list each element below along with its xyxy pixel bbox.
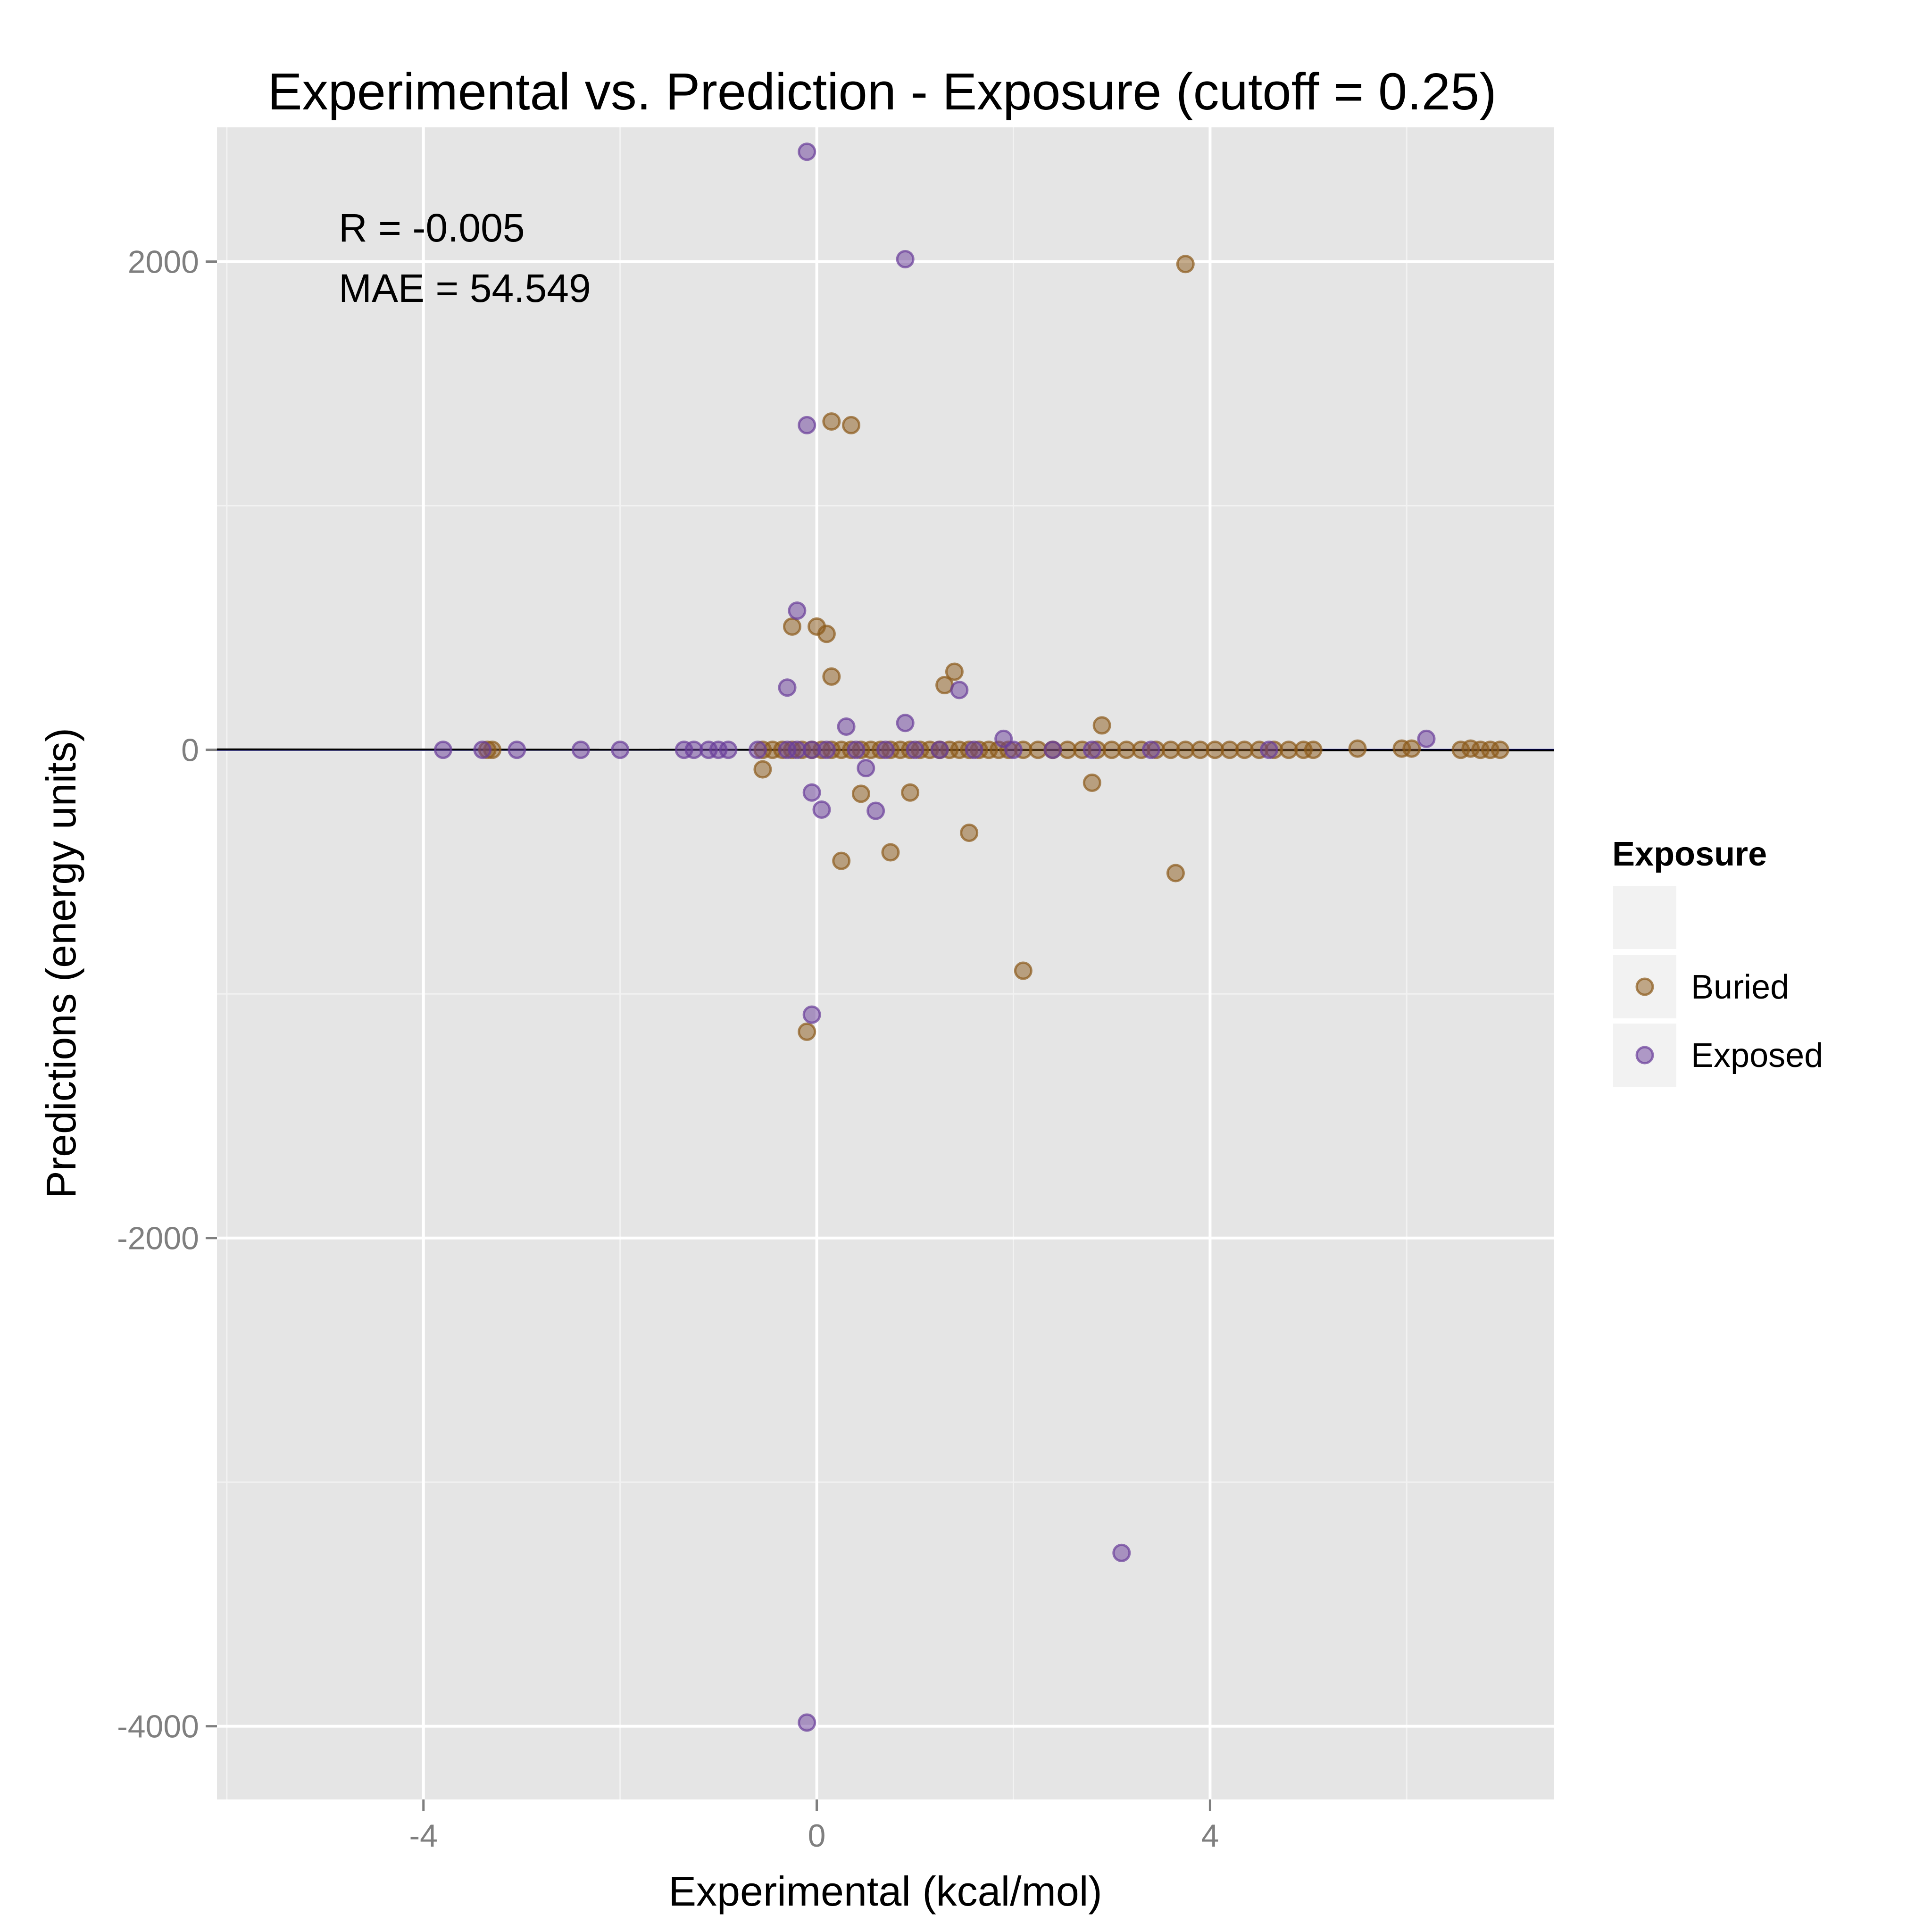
data-point-exposed (1112, 1543, 1131, 1562)
x-tick-label: 4 (1201, 1818, 1219, 1854)
legend-label-exposed: Exposed (1691, 1037, 1823, 1074)
data-point-exposed (930, 741, 949, 759)
data-point-buried (881, 843, 900, 862)
data-point-buried (832, 851, 851, 870)
data-point-exposed (798, 142, 816, 161)
data-point-buried (822, 412, 841, 431)
data-point-exposed (798, 1713, 816, 1732)
data-point-exposed (749, 741, 767, 759)
data-point-exposed (906, 741, 924, 759)
data-point-buried (851, 784, 870, 803)
x-tick-label: 0 (808, 1818, 826, 1854)
data-point-buried (822, 667, 841, 686)
data-point-exposed (837, 717, 856, 736)
data-point-buried (1348, 739, 1367, 758)
data-point-exposed (876, 741, 895, 759)
data-points (433, 142, 1509, 1732)
data-point-buried (1176, 255, 1195, 274)
data-point-exposed (778, 678, 797, 697)
data-point-exposed (1259, 741, 1278, 759)
data-point-buried (1092, 716, 1111, 735)
data-point-buried (960, 824, 979, 842)
data-point-exposed (965, 741, 983, 759)
data-point-buried (1304, 741, 1323, 759)
legend: Exposure Buried Exposed (1612, 835, 1823, 1087)
stat-annotation: R = -0.005 (339, 206, 525, 250)
data-point-exposed (866, 801, 885, 820)
chart-title: Experimental vs. Prediction - Exposure (… (267, 63, 1497, 121)
grid-major (217, 127, 1554, 1799)
data-point-exposed (611, 741, 630, 759)
y-axis: -4000 -2000 0 2000 (117, 244, 217, 1745)
data-point-exposed (798, 416, 816, 434)
stat-annotations: R = -0.005 MAE = 54.549 (339, 206, 591, 310)
data-point-buried (1014, 961, 1033, 980)
data-point-exposed (817, 741, 836, 759)
data-point-exposed (1004, 741, 1023, 759)
y-tick-label: -4000 (117, 1709, 199, 1745)
data-point-buried (798, 1022, 816, 1041)
data-point-exposed (508, 741, 526, 759)
data-point-buried (753, 760, 772, 779)
stat-annotation: MAE = 54.549 (339, 266, 591, 310)
data-point-exposed (571, 741, 590, 759)
data-point-exposed (719, 741, 738, 759)
x-tick-label: -4 (409, 1818, 438, 1854)
grid-minor (217, 127, 1554, 1799)
legend-title: Exposure (1612, 835, 1767, 873)
data-point-buried (945, 662, 964, 681)
data-point-buried (1402, 739, 1421, 758)
legend-swatch-exposed (1635, 1046, 1654, 1065)
data-point-exposed (857, 758, 875, 777)
data-point-buried (1491, 741, 1509, 759)
data-point-buried (901, 783, 920, 802)
data-point-exposed (896, 250, 915, 268)
data-point-exposed (1043, 741, 1062, 759)
data-point-exposed (1141, 741, 1160, 759)
y-tick-label: 0 (181, 733, 199, 768)
y-tick-label: -2000 (117, 1221, 199, 1257)
x-axis: -4 0 4 (409, 1799, 1219, 1854)
legend-key-blank (1613, 886, 1676, 949)
y-axis-title: Predictions (energy units) (38, 728, 84, 1199)
data-point-exposed (802, 1005, 821, 1024)
data-point-exposed (433, 741, 452, 759)
data-point-buried (1083, 774, 1101, 792)
legend-label-buried: Buried (1691, 968, 1789, 1006)
x-axis-title: Experimental (kcal/mol) (668, 1868, 1102, 1915)
data-point-exposed (950, 681, 969, 700)
data-point-exposed (788, 601, 807, 620)
y-tick-label: 2000 (128, 244, 199, 280)
data-point-exposed (802, 783, 821, 802)
data-point-buried (842, 416, 861, 434)
legend-swatch-buried (1635, 977, 1654, 996)
data-point-buried (783, 617, 801, 636)
data-point-buried (1166, 864, 1185, 883)
data-point-exposed (896, 714, 915, 733)
data-point-exposed (847, 741, 866, 759)
data-point-exposed (473, 741, 492, 759)
data-point-exposed (1417, 729, 1436, 748)
data-point-buried (817, 625, 836, 643)
plot-panel (217, 127, 1554, 1799)
data-point-exposed (812, 800, 831, 819)
data-point-exposed (1083, 741, 1101, 759)
